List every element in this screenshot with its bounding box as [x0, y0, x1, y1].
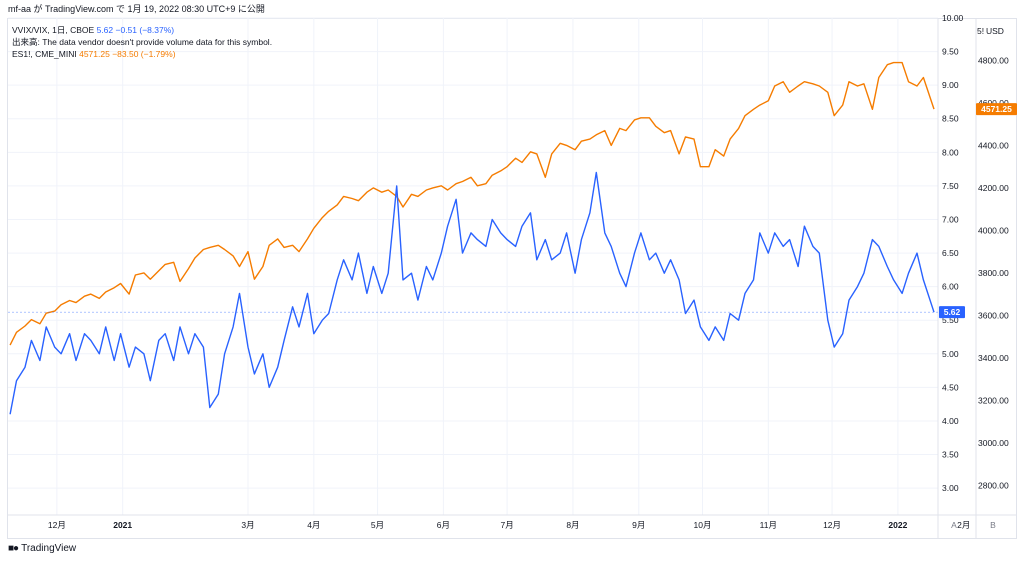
vvix-scale-unit: 5!	[977, 26, 984, 36]
time-tick-label: 10月	[694, 520, 712, 530]
vvix-series-line[interactable]	[9, 171, 935, 415]
legend-volume-notice: 出来高: The data vendor doesn't provide vol…	[12, 37, 273, 47]
es-tick-label: 4400.00	[978, 140, 1009, 150]
es-tick-label: 3400.00	[978, 353, 1009, 363]
legend-row-volume: 出来高: The data vendor doesn't provide vol…	[12, 36, 272, 48]
es-last-price-badge-bg	[976, 103, 1017, 116]
es-tick-label: 3600.00	[978, 310, 1009, 320]
time-scale: 12月 2021 3月 4月 5月 6月 7月 8月 9月 10月 11月 12月 2022 2月A B	[48, 520, 996, 530]
legend-es-value: 4571.25	[79, 49, 110, 59]
chart-grid	[8, 17, 938, 515]
time-tick-label: 9月	[632, 520, 645, 530]
plot-area	[8, 61, 938, 415]
time-tick-label: 6月	[437, 520, 450, 530]
vvix-tick-label: 6.50	[942, 248, 959, 258]
vvix-tick-label: 3.50	[942, 450, 959, 460]
time-tick-label: 7月	[500, 520, 513, 530]
time-tick-label: 12月	[48, 520, 66, 530]
vvix-tick-label: 7.00	[942, 214, 959, 224]
legend-row-es: ES1!, CME_MINI 4571.25 −83.50 (−1.79%)	[12, 48, 272, 60]
vvix-tick-label: 8.00	[942, 147, 959, 157]
es-tick-label: 4600.00	[978, 98, 1009, 108]
es-tick-label: 3000.00	[978, 438, 1009, 448]
vvix-tick-label: 3.00	[942, 483, 959, 493]
vvix-tick-label: 10.00	[942, 13, 964, 23]
publish-header: mf-aa が TradingView.com で 1月 19, 2022 08…	[8, 4, 265, 14]
vvix-tick-label: 6.00	[942, 282, 959, 292]
vvix-tick-label: 9.50	[942, 47, 959, 57]
legend-row-vvix: VVIX/VIX, 1日, CBOE 5.62 −0.51 (−8.37%)	[12, 24, 272, 36]
time-tick-label: 4月	[307, 520, 320, 530]
vvix-tick-label: 9.00	[942, 80, 959, 90]
time-tick-label: 3月	[241, 520, 254, 530]
legend-es-name[interactable]: ES1!, CME_MINI	[12, 49, 77, 59]
legend-vvix-value: 5.62	[96, 25, 114, 35]
legend-es-change: −83.50 (−1.79%)	[112, 49, 176, 59]
vvix-tick-label: 5.50	[942, 315, 959, 325]
es-tick-label: 4000.00	[978, 225, 1009, 235]
tradingview-logo-icon: ■●	[8, 543, 19, 554]
es-tick-label: 3200.00	[978, 395, 1009, 405]
auto-scale-button[interactable]: A	[951, 520, 957, 530]
vvix-tick-label: 7.50	[942, 181, 959, 191]
es-tick-label: 3800.00	[978, 268, 1009, 278]
es-series-line[interactable]	[9, 61, 935, 346]
chart-legend: VVIX/VIX, 1日, CBOE 5.62 −0.51 (−8.37%) 出…	[12, 24, 272, 60]
vvix-last-price-badge: 5.62	[944, 307, 961, 317]
time-tick-label: 2021	[113, 520, 132, 530]
time-tick-label: 5月	[371, 520, 384, 530]
es-tick-label: 4200.00	[978, 183, 1009, 193]
chart-frame[interactable]	[7, 18, 1017, 539]
vvix-tick-label: 8.50	[942, 114, 959, 124]
es-price-scale: 4800.00 4600.00 4400.00 4200.00 4000.00 3800.…	[978, 26, 1009, 490]
brand-label: TradingView	[21, 543, 77, 554]
es-tick-label: 4800.00	[978, 55, 1009, 65]
vvix-last-price-badge-bg	[939, 306, 965, 319]
vvix-price-scale: 10.00 9.50 9.00 8.50 8.00 7.50 7.00 6.50 6.00 5.5…	[942, 13, 984, 493]
last-price-badges: 5.62 4571.25	[939, 103, 1017, 319]
vvix-tick-label: 4.00	[942, 416, 959, 426]
time-tick-label: 2月	[957, 520, 970, 530]
legend-vvix-name[interactable]: VVIX/VIX, 1日, CBOE	[12, 25, 95, 35]
vvix-tick-label: 4.50	[942, 382, 959, 392]
time-tick-label: 2022	[888, 520, 907, 530]
log-scale-button[interactable]: B	[990, 520, 996, 530]
time-tick-label: 11月	[760, 520, 777, 530]
es-tick-label: 2800.00	[978, 480, 1009, 490]
time-tick-label: 8月	[566, 520, 579, 530]
es-scale-unit: USD	[986, 26, 1004, 36]
time-tick-label: 12月	[823, 520, 841, 530]
axis-lines	[7, 18, 1017, 538]
vvix-tick-label: 5.00	[942, 349, 959, 359]
tradingview-brand[interactable]: ■● TradingView	[8, 542, 76, 556]
legend-vvix-change: −0.51 (−8.37%)	[115, 25, 175, 35]
es-last-price-badge: 4571.25	[981, 104, 1012, 114]
